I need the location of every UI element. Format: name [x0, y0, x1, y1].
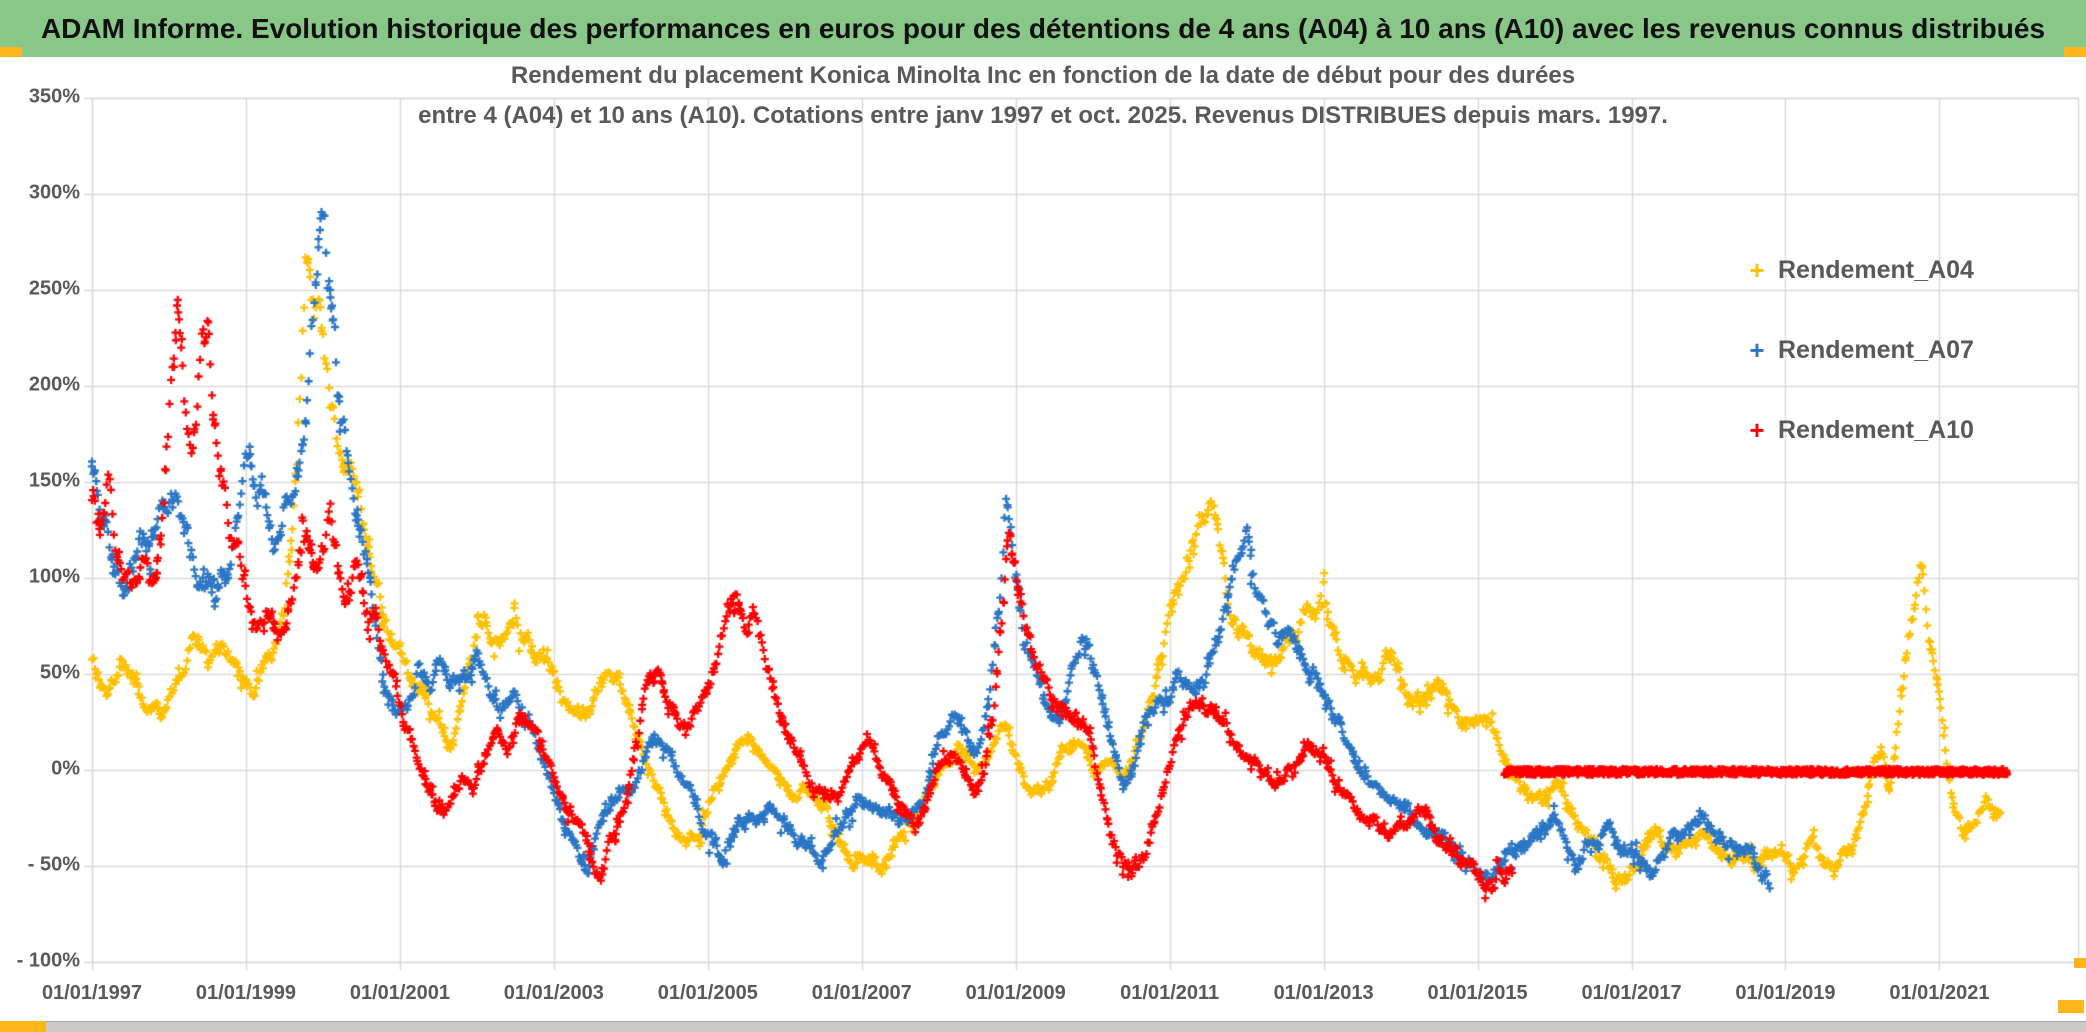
y-axis-tick-label: 150%	[28, 469, 80, 492]
legend-item-rendement_a10[interactable]: + Rendement_A10	[1742, 413, 2042, 447]
bottom-scroll-strip[interactable]	[0, 1021, 2086, 1032]
y-axis-tick-label: 300%	[28, 181, 80, 204]
x-axis-tick-label: 01/01/2007	[811, 982, 912, 1004]
x-axis-tick-label: 01/01/2003	[503, 982, 604, 1004]
legend-plus-marker-icon: +	[1749, 335, 1765, 365]
y-axis-tick-label: 100%	[28, 565, 80, 588]
y-axis-tick-label: 50%	[39, 661, 80, 684]
gold-accent-plot-corner	[2074, 958, 2086, 968]
y-axis-tick-label: - 100%	[16, 949, 80, 972]
y-axis-tick-label: 0%	[51, 757, 80, 780]
chart-area[interactable]: Rendement du placement Konica Minolta In…	[0, 57, 2086, 1021]
chart-title-line1: Rendement du placement Konica Minolta In…	[510, 62, 1576, 89]
y-axis-tick-label: 200%	[28, 373, 80, 396]
y-axis-tick-label: 250%	[28, 277, 80, 300]
y-axis-tick-label: - 50%	[27, 853, 80, 876]
gold-accent-bottom-left	[0, 1021, 46, 1032]
legend-label: Rendement_A07	[1778, 335, 1974, 364]
gold-accent-top-left	[0, 47, 22, 57]
scatter-plot-canvas[interactable]	[0, 57, 2086, 1021]
legend-label: Rendement_A04	[1778, 255, 1974, 284]
x-axis-tick-label: 01/01/2013	[1273, 982, 1374, 1004]
x-axis-tick-label: 01/01/1999	[195, 982, 296, 1004]
legend-item-rendement_a07[interactable]: + Rendement_A07	[1742, 333, 2042, 367]
x-axis-tick-label: 01/01/2021	[1889, 982, 1990, 1004]
legend-item-rendement_a04[interactable]: + Rendement_A04	[1742, 253, 2042, 287]
report-title: ADAM Informe. Evolution historique des p…	[40, 12, 2046, 44]
y-axis-tick-label: 350%	[28, 85, 80, 108]
x-axis-tick-label: 01/01/2011	[1120, 982, 1220, 1004]
report-header-bar: ADAM Informe. Evolution historique des p…	[0, 0, 2086, 57]
x-axis-tick-label: 01/01/1997	[41, 982, 143, 1004]
legend-plus-marker-icon: +	[1749, 255, 1765, 285]
legend-plus-marker-icon: +	[1749, 415, 1765, 445]
x-axis-tick-label: 01/01/2001	[349, 982, 450, 1004]
x-axis-tick-label: 01/01/2017	[1581, 982, 1682, 1004]
chart-legend: + Rendement_A04 + Rendement_A07 + Rendement_A…	[1742, 253, 2042, 493]
gold-accent-bottom-right	[2058, 1000, 2084, 1013]
gold-accent-top-right	[2064, 47, 2086, 57]
x-axis-tick-label: 01/01/2005	[657, 982, 758, 1004]
x-axis-tick-label: 01/01/2015	[1427, 982, 1528, 1004]
legend-label: Rendement_A10	[1778, 415, 1974, 444]
x-axis-tick-label: 01/01/2009	[965, 982, 1066, 1004]
x-axis-tick-label: 01/01/2019	[1735, 982, 1836, 1004]
chart-title-line2: entre 4 (A04) et 10 ans (A10). Cotations…	[418, 102, 1668, 129]
